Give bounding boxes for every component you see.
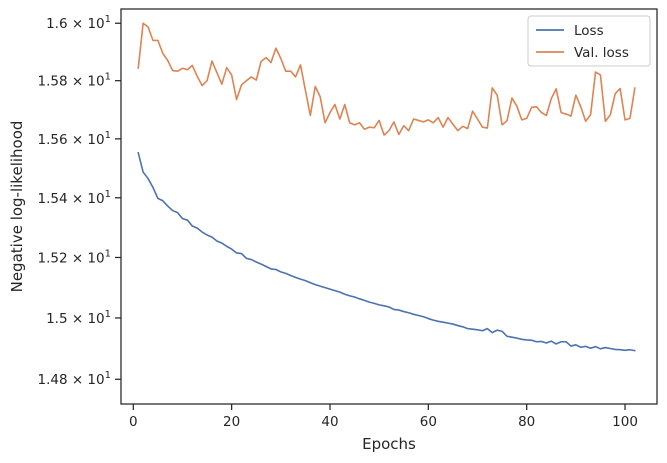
series-line-val-loss [137, 22, 636, 136]
x-tick-label: 20 [223, 414, 240, 430]
x-tick-label: 100 [612, 414, 638, 430]
y-tick-label: 1.52 × 101 [37, 248, 111, 266]
x-tick-label: 0 [129, 414, 138, 430]
x-axis-label: Epochs [362, 435, 416, 453]
y-tick-label: 1.48 × 101 [37, 370, 111, 388]
x-tick-label: 60 [420, 414, 437, 430]
y-axis-label: Negative log-likelihood [8, 121, 26, 293]
plot-frame [120, 8, 658, 405]
x-tick-label: 40 [321, 414, 338, 430]
series-line-loss [137, 151, 636, 352]
y-tick-label: 1.56 × 101 [37, 130, 111, 148]
y-tick-label: 1.6 × 101 [46, 14, 111, 32]
y-tick-label: 1.54 × 101 [37, 189, 111, 207]
plot-area [137, 22, 636, 352]
legend-label: Val. loss [574, 45, 629, 61]
legend-box [527, 15, 651, 67]
x-axis: 0 20 40 60 80 100 [129, 404, 638, 430]
y-axis: 1.48 × 101 1.5 × 101 1.52 × 101 1.54 × 101 1… [37, 14, 121, 388]
legend-label: Loss [574, 23, 604, 39]
y-tick-label: 1.5 × 101 [46, 309, 111, 327]
x-tick-label: 80 [518, 414, 535, 430]
y-tick-label: 1.58 × 101 [37, 72, 111, 90]
legend: Loss Val. loss [527, 15, 651, 67]
